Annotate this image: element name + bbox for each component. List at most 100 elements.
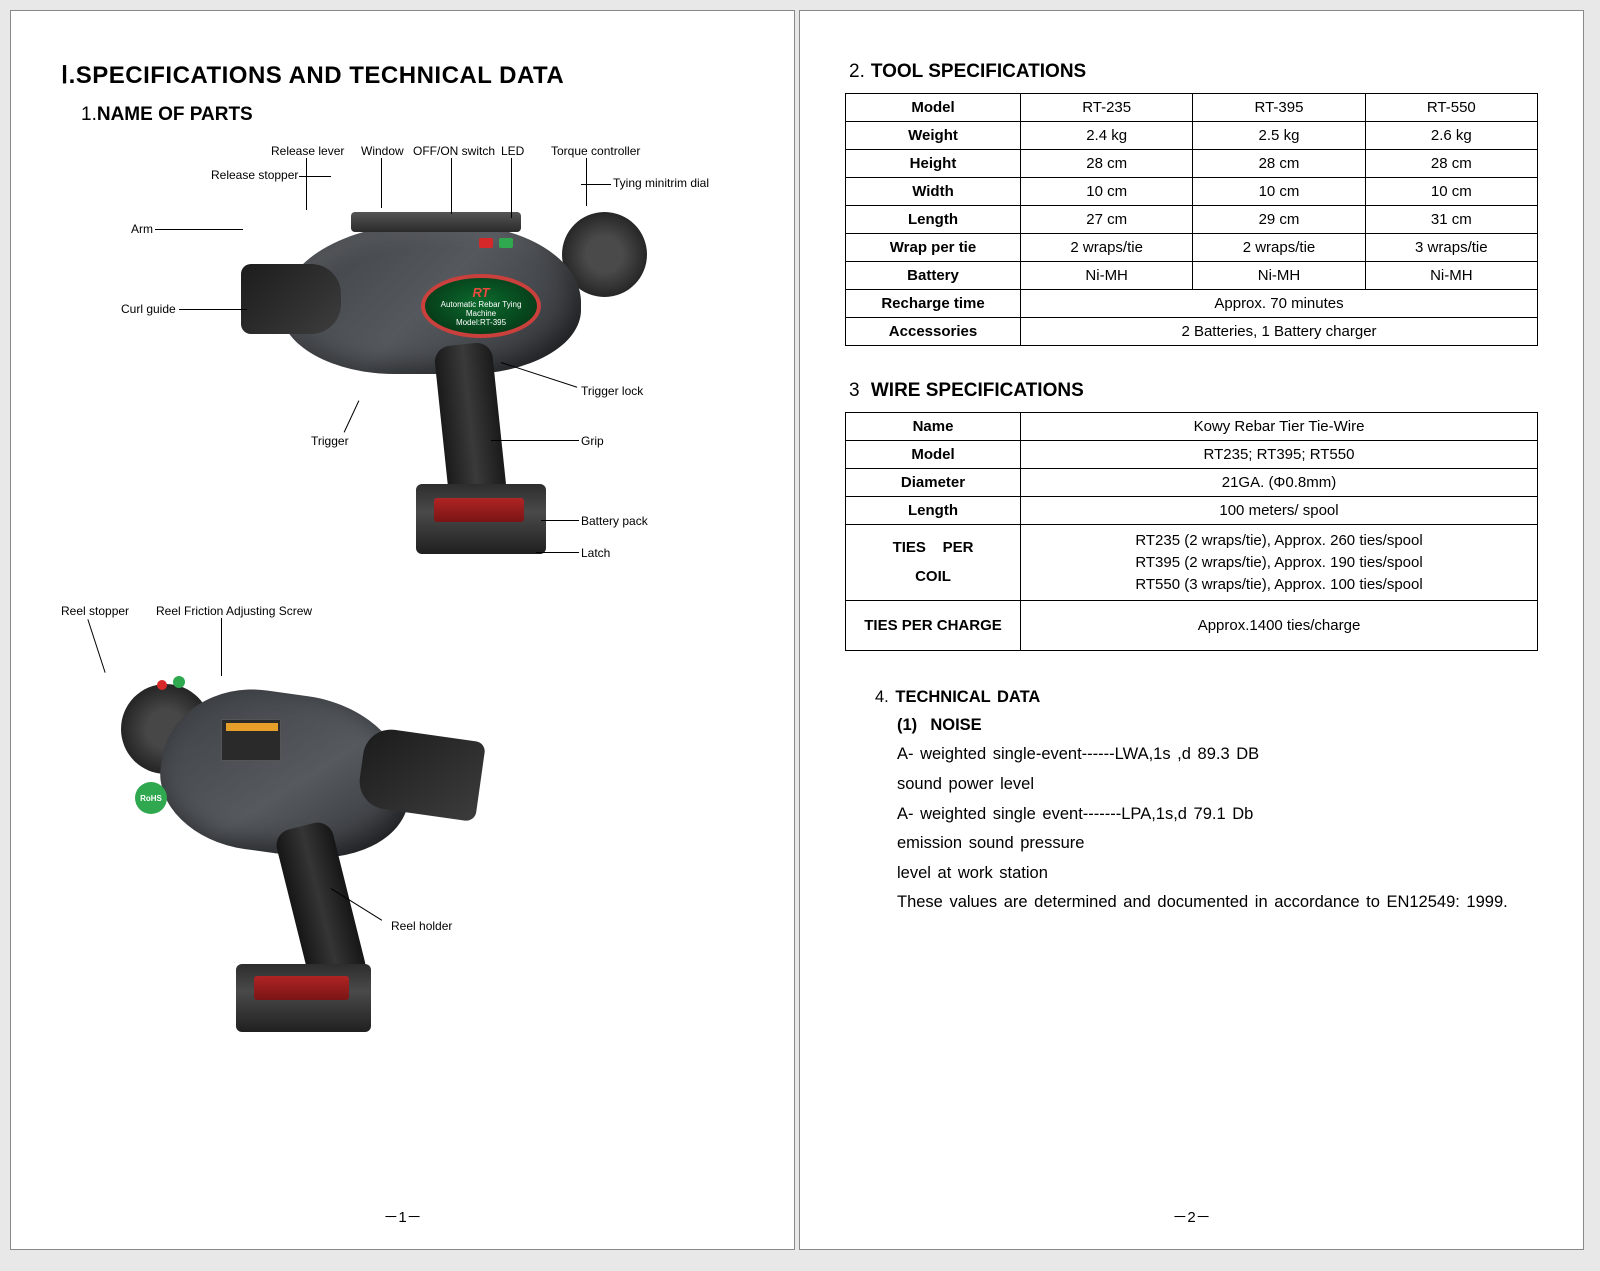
- section-4-title: 4. TECHNICAL DATA: [875, 685, 1538, 711]
- cell: Ni-MH: [1021, 262, 1193, 290]
- cell: 2 Batteries, 1 Battery charger: [1021, 318, 1538, 346]
- noise-line: These values are determined and document…: [897, 890, 1538, 916]
- cell: 3 wraps/tie: [1365, 234, 1537, 262]
- cell: RT-395: [1193, 94, 1365, 122]
- noise-line: level at work station: [897, 861, 1538, 887]
- sec2-text: TOOL SPECIFICATIONS: [871, 61, 1086, 82]
- cell: 2.6 kg: [1365, 122, 1537, 150]
- tool-illustration: RT Automatic Rebar Tying Machine Model:R…: [241, 194, 621, 544]
- lead: [155, 229, 243, 230]
- table-row: TIES PER CHARGEApprox.1400 ties/charge: [846, 601, 1538, 651]
- cell: 2.5 kg: [1193, 122, 1365, 150]
- sec4-num: 4.: [875, 688, 889, 706]
- cell: 10 cm: [1021, 178, 1193, 206]
- cell: Length: [846, 497, 1021, 525]
- lead: [581, 184, 611, 185]
- label-arm: Arm: [131, 222, 153, 236]
- label-trim-dial: Tying minitrim dial: [613, 176, 709, 190]
- battery-shape: [236, 964, 371, 1032]
- lead: [381, 158, 382, 208]
- cell: Model: [846, 94, 1021, 122]
- cell: 2 wraps/tie: [1021, 234, 1193, 262]
- sec3-num: 3: [849, 380, 860, 401]
- label-led: LED: [501, 144, 524, 158]
- cell: 29 cm: [1193, 206, 1365, 234]
- cell: 28 cm: [1365, 150, 1537, 178]
- cell: 10 cm: [1365, 178, 1537, 206]
- table-row: Accessories2 Batteries, 1 Battery charge…: [846, 318, 1538, 346]
- cell: TIES PER CHARGE: [846, 601, 1021, 651]
- cell: Approx. 70 minutes: [1021, 290, 1538, 318]
- page-number: －2－: [800, 1206, 1583, 1227]
- button-green: [499, 238, 513, 248]
- table-row: Recharge timeApprox. 70 minutes: [846, 290, 1538, 318]
- lead: [306, 158, 307, 210]
- cell: RT-235: [1021, 94, 1193, 122]
- section-4-sub: (1) NOISE: [897, 713, 1538, 739]
- label-curl-guide: Curl guide: [121, 302, 176, 316]
- page-1: Ⅰ.SPECIFICATIONS AND TECHNICAL DATA 1.NA…: [10, 10, 795, 1250]
- parts-diagram-side: RT Automatic Rebar Tying Machine Model:R…: [61, 144, 754, 584]
- table-row: NameKowy Rebar Tier Tie-Wire: [846, 413, 1538, 441]
- lead: [586, 158, 587, 206]
- section-1-num: 1.: [81, 104, 97, 125]
- noise-line: A- weighted single-event------LWA,1s ,d …: [897, 742, 1538, 768]
- button-red: [479, 238, 493, 248]
- sec3-text: WIRE SPECIFICATIONS: [871, 380, 1084, 401]
- table-row: Weight2.4 kg2.5 kg2.6 kg: [846, 122, 1538, 150]
- cell: Name: [846, 413, 1021, 441]
- cell: Height: [846, 150, 1021, 178]
- page-number: －1－: [11, 1206, 794, 1227]
- cell: TIES PERCOIL: [846, 525, 1021, 601]
- table-row: Length27 cm29 cm31 cm: [846, 206, 1538, 234]
- battery-shape: [416, 484, 546, 554]
- cell: RT235 (2 wraps/tie), Approx. 260 ties/sp…: [1021, 525, 1538, 601]
- cell: 31 cm: [1365, 206, 1537, 234]
- cell: 28 cm: [1193, 150, 1365, 178]
- sec4-text: TECHNICAL DATA: [895, 688, 1040, 706]
- table-row: BatteryNi-MHNi-MHNi-MH: [846, 262, 1538, 290]
- warning-label: [221, 719, 281, 761]
- cell: 21GA. (Φ0.8mm): [1021, 469, 1538, 497]
- cell: Model: [846, 441, 1021, 469]
- section-3-title: 3 WIRE SPECIFICATIONS: [849, 380, 1538, 402]
- cell: Ni-MH: [1193, 262, 1365, 290]
- wire-spec-table: NameKowy Rebar Tier Tie-Wire ModelRT235;…: [845, 412, 1538, 651]
- cell: Recharge time: [846, 290, 1021, 318]
- cell: Width: [846, 178, 1021, 206]
- badge-line1: Automatic Rebar Tying Machine: [425, 300, 537, 318]
- label-battery-pack: Battery pack: [581, 514, 648, 528]
- indicator-green: [173, 676, 185, 688]
- cell: Kowy Rebar Tier Tie-Wire: [1021, 413, 1538, 441]
- cell: Ni-MH: [1365, 262, 1537, 290]
- main-title: Ⅰ.SPECIFICATIONS AND TECHNICAL DATA: [61, 61, 754, 90]
- table-row: ModelRT235; RT395; RT550: [846, 441, 1538, 469]
- table-row: Wrap per tie2 wraps/tie2 wraps/tie3 wrap…: [846, 234, 1538, 262]
- label-trigger: Trigger: [311, 434, 349, 448]
- lead: [179, 309, 247, 310]
- technical-data-block: 4. TECHNICAL DATA (1) NOISE A- weighted …: [875, 685, 1538, 916]
- lead: [491, 440, 579, 441]
- tpc-h1: TIES: [893, 539, 926, 556]
- badge-brand: RT: [472, 285, 489, 300]
- tpc-l3: RT550 (3 wraps/tie), Approx. 100 ties/sp…: [1029, 574, 1529, 596]
- cell: Length: [846, 206, 1021, 234]
- page-2: 2.TOOL SPECIFICATIONS ModelRT-235RT-395R…: [799, 10, 1584, 1250]
- cell: 28 cm: [1021, 150, 1193, 178]
- label-torque: Torque controller: [551, 144, 640, 158]
- label-reel-stopper: Reel stopper: [61, 604, 129, 618]
- sec4-sub-text: NOISE: [930, 716, 981, 734]
- label-trigger-lock: Trigger lock: [581, 384, 643, 398]
- model-badge: RT Automatic Rebar Tying Machine Model:R…: [421, 274, 541, 338]
- sec4-sub-num: (1): [897, 716, 917, 734]
- lead: [536, 552, 579, 553]
- cell: 2 wraps/tie: [1193, 234, 1365, 262]
- cell: 2.4 kg: [1021, 122, 1193, 150]
- badge-line2: Model:RT-395: [456, 318, 506, 327]
- section-1-text: NAME OF PARTS: [97, 104, 253, 125]
- table-row: TIES PERCOIL RT235 (2 wraps/tie), Approx…: [846, 525, 1538, 601]
- label-latch: Latch: [581, 546, 610, 560]
- label-reel-holder: Reel holder: [391, 919, 452, 933]
- label-offon: OFF/ON switch: [413, 144, 495, 158]
- cell: Accessories: [846, 318, 1021, 346]
